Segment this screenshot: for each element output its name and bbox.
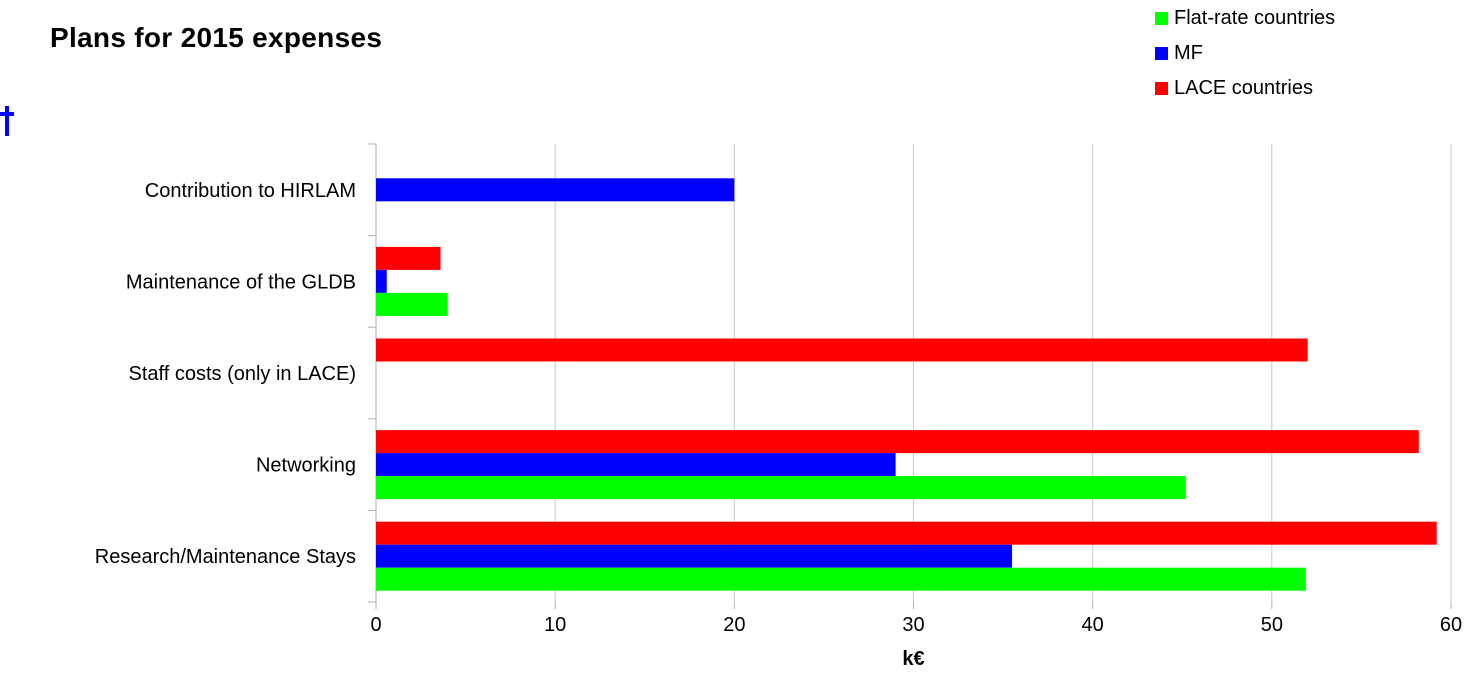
legend-item-flat-rate: Flat-rate countries [1155,4,1475,32]
x-tick-label: 30 [902,614,924,636]
x-tick-label: 60 [1440,614,1462,636]
bar [376,544,1013,568]
legend-swatch [1155,81,1168,95]
y-category-label: Networking [256,455,356,477]
y-category-label: Contribution to HIRLAM [145,180,356,202]
y-category-label: Research/Maintenance Stays [95,546,356,568]
legend-label: MF [1174,41,1203,64]
bar [376,430,1419,454]
y-category-label: Staff costs (only in LACE) [129,363,357,385]
bar [376,453,896,477]
chart-title: Plans for 2015 expenses [50,22,383,53]
bar [376,246,441,270]
legend-label: LACE countries [1174,76,1313,99]
x-tick-label: 10 [544,614,566,636]
x-axis-label: k€ [902,648,924,670]
bar [376,292,448,316]
bar [376,269,387,293]
edge-cross-mark [0,106,14,136]
bar [376,476,1186,500]
y-category-label: Maintenance of the GLDB [126,271,356,293]
legend-label: Flat-rate countries [1174,6,1336,29]
legend-swatch [1155,46,1168,60]
legend-item-mf: MF [1155,39,1475,67]
bar [376,338,1308,362]
bar [376,521,1437,545]
x-tick-label: 50 [1261,614,1283,636]
x-tick-label: 40 [1082,614,1104,636]
x-tick-label: 20 [723,614,745,636]
legend: Flat-rate countries MF LACE countries [1155,4,1475,109]
bar [376,567,1306,591]
bar [376,178,735,202]
legend-item-lace: LACE countries [1155,74,1475,102]
legend-swatch [1155,11,1168,25]
x-tick-label: 0 [370,614,381,636]
